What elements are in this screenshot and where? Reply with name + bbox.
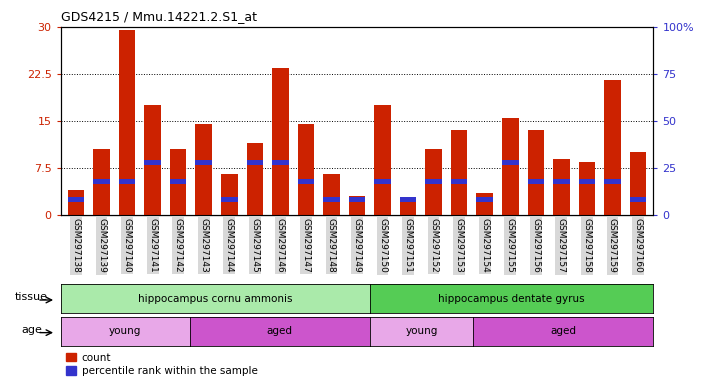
Bar bbox=[400, 202, 416, 215]
Bar bbox=[323, 174, 340, 215]
Text: GSM297142: GSM297142 bbox=[174, 218, 183, 273]
Bar bbox=[374, 105, 391, 215]
Bar bbox=[451, 179, 468, 184]
Text: GSM297153: GSM297153 bbox=[455, 218, 463, 273]
Bar bbox=[298, 124, 314, 215]
Bar bbox=[196, 160, 212, 165]
Bar bbox=[196, 124, 212, 215]
Bar bbox=[298, 179, 314, 184]
Bar bbox=[272, 160, 288, 165]
Bar bbox=[502, 118, 518, 215]
Bar bbox=[528, 179, 544, 184]
Text: GSM297156: GSM297156 bbox=[531, 218, 540, 273]
Text: tissue: tissue bbox=[15, 292, 48, 302]
Bar bbox=[476, 193, 493, 215]
Text: young: young bbox=[406, 326, 438, 336]
Bar bbox=[221, 174, 238, 215]
Bar bbox=[426, 179, 442, 184]
Text: GSM297157: GSM297157 bbox=[557, 218, 566, 273]
Bar bbox=[502, 160, 518, 165]
Bar bbox=[400, 197, 416, 202]
Bar bbox=[94, 149, 110, 215]
Text: GSM297139: GSM297139 bbox=[97, 218, 106, 273]
Text: GSM297154: GSM297154 bbox=[481, 218, 489, 273]
Text: age: age bbox=[21, 325, 42, 335]
Text: GSM297143: GSM297143 bbox=[199, 218, 208, 273]
Bar bbox=[528, 131, 544, 215]
Bar bbox=[348, 196, 366, 215]
Bar bbox=[246, 160, 263, 165]
Bar bbox=[604, 80, 620, 215]
Bar bbox=[630, 197, 646, 202]
Bar bbox=[426, 149, 442, 215]
Bar bbox=[451, 131, 468, 215]
Text: hippocampus cornu ammonis: hippocampus cornu ammonis bbox=[138, 293, 293, 304]
Bar bbox=[553, 179, 570, 184]
Bar bbox=[476, 197, 493, 202]
Bar bbox=[578, 179, 595, 184]
Bar bbox=[221, 197, 238, 202]
Text: hippocampus dentate gyrus: hippocampus dentate gyrus bbox=[438, 293, 585, 304]
Text: GSM297138: GSM297138 bbox=[71, 218, 81, 273]
Text: GSM297155: GSM297155 bbox=[506, 218, 515, 273]
Text: GSM297159: GSM297159 bbox=[608, 218, 617, 273]
Bar bbox=[68, 197, 84, 202]
Legend: count, percentile rank within the sample: count, percentile rank within the sample bbox=[66, 353, 258, 376]
Bar bbox=[272, 68, 288, 215]
Text: GDS4215 / Mmu.14221.2.S1_at: GDS4215 / Mmu.14221.2.S1_at bbox=[61, 10, 257, 23]
Bar bbox=[348, 197, 366, 202]
Bar bbox=[630, 152, 646, 215]
Bar bbox=[246, 143, 263, 215]
Bar bbox=[119, 179, 136, 184]
Bar bbox=[170, 149, 186, 215]
Text: GSM297150: GSM297150 bbox=[378, 218, 387, 273]
Bar bbox=[553, 159, 570, 215]
Text: GSM297152: GSM297152 bbox=[429, 218, 438, 273]
Bar bbox=[94, 179, 110, 184]
Text: GSM297141: GSM297141 bbox=[148, 218, 157, 273]
Bar bbox=[578, 162, 595, 215]
Bar bbox=[144, 105, 161, 215]
Text: GSM297144: GSM297144 bbox=[225, 218, 233, 273]
Text: GSM297140: GSM297140 bbox=[123, 218, 131, 273]
Bar bbox=[144, 160, 161, 165]
Text: GSM297151: GSM297151 bbox=[403, 218, 413, 273]
Text: GSM297160: GSM297160 bbox=[633, 218, 643, 273]
Text: GSM297158: GSM297158 bbox=[583, 218, 591, 273]
Text: aged: aged bbox=[267, 326, 293, 336]
Text: young: young bbox=[109, 326, 141, 336]
Bar bbox=[604, 179, 620, 184]
Text: GSM297147: GSM297147 bbox=[301, 218, 311, 273]
Bar bbox=[323, 197, 340, 202]
Text: GSM297148: GSM297148 bbox=[327, 218, 336, 273]
Bar bbox=[119, 30, 136, 215]
Text: GSM297149: GSM297149 bbox=[353, 218, 361, 273]
Bar bbox=[374, 179, 391, 184]
Text: aged: aged bbox=[550, 326, 576, 336]
Bar bbox=[68, 190, 84, 215]
Bar bbox=[170, 179, 186, 184]
Text: GSM297145: GSM297145 bbox=[251, 218, 259, 273]
Text: GSM297146: GSM297146 bbox=[276, 218, 285, 273]
